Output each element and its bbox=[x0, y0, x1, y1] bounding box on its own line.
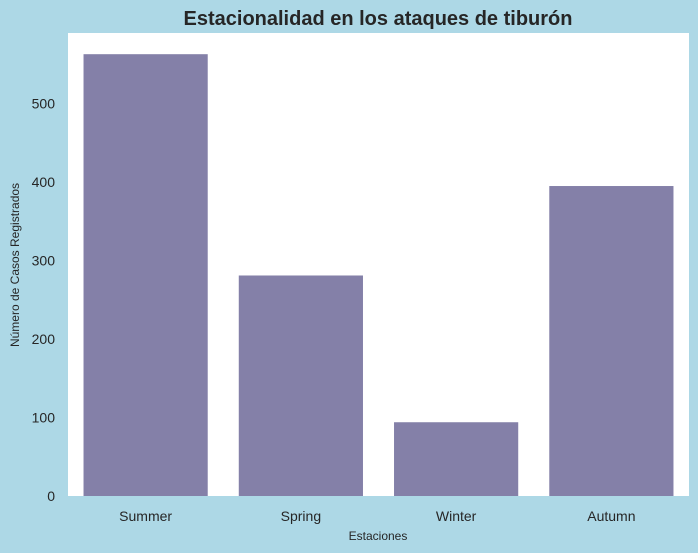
x-tick-label-spring: Spring bbox=[281, 508, 321, 524]
y-tick-label-500: 500 bbox=[32, 96, 56, 112]
y-axis-label: Número de Casos Registrados bbox=[8, 183, 22, 347]
y-tick-label-400: 400 bbox=[32, 174, 56, 190]
bar-summer bbox=[83, 54, 208, 496]
x-tick-labels: Summer Spring Winter Autumn bbox=[119, 508, 635, 524]
x-axis-label: Estaciones bbox=[349, 529, 408, 543]
chart-title: Estacionalidad en los ataques de tiburón bbox=[184, 8, 573, 30]
y-tick-label-300: 300 bbox=[32, 253, 56, 269]
x-tick-label-summer: Summer bbox=[119, 508, 172, 524]
y-tick-label-100: 100 bbox=[32, 410, 56, 426]
bar-spring bbox=[238, 275, 363, 496]
y-tick-label-0: 0 bbox=[47, 488, 55, 504]
x-tick-label-winter: Winter bbox=[436, 508, 477, 524]
bar-autumn bbox=[549, 186, 674, 496]
y-tick-labels: 0 100 200 300 400 500 bbox=[32, 96, 56, 504]
bar-winter bbox=[394, 422, 519, 496]
y-tick-label-200: 200 bbox=[32, 331, 56, 347]
x-tick-label-autumn: Autumn bbox=[587, 508, 635, 524]
bars-group bbox=[83, 54, 674, 496]
